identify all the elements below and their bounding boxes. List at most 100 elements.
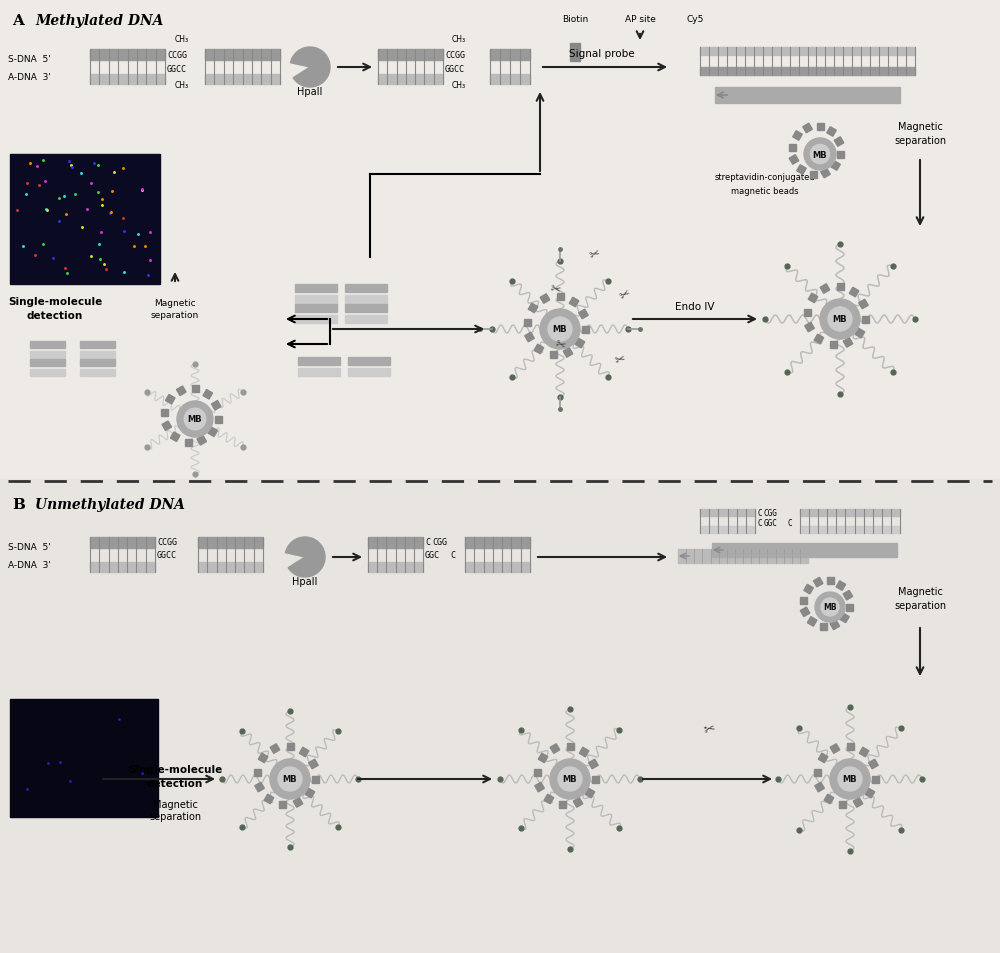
Bar [700, 68, 915, 76]
Bar [862, 316, 869, 323]
Bar [570, 44, 580, 62]
Bar [312, 776, 319, 782]
Bar [378, 50, 443, 60]
Text: ✂: ✂ [548, 282, 562, 297]
Bar [579, 747, 589, 757]
Bar [211, 401, 221, 411]
Bar [465, 537, 530, 548]
Bar [804, 309, 811, 316]
Bar [846, 604, 853, 611]
Bar [264, 795, 274, 804]
Bar [839, 801, 846, 808]
Text: GGC: GGC [425, 551, 440, 559]
Text: separation: separation [151, 311, 199, 319]
Bar [295, 315, 337, 324]
Bar [589, 760, 598, 769]
Bar [198, 562, 263, 573]
Bar [255, 782, 264, 792]
Circle shape [548, 317, 572, 341]
Text: ✂: ✂ [553, 336, 567, 353]
Text: GGCC: GGCC [157, 551, 177, 559]
Bar [803, 124, 812, 133]
Bar [843, 591, 853, 600]
Circle shape [810, 145, 830, 165]
Wedge shape [290, 48, 330, 88]
Text: HpaII: HpaII [292, 577, 318, 586]
Bar [700, 48, 915, 56]
Text: Magnetic: Magnetic [153, 800, 197, 809]
Text: ✂: ✂ [588, 247, 602, 263]
Bar [198, 537, 263, 548]
Text: separation: separation [149, 811, 201, 821]
Bar [368, 562, 423, 573]
Bar [299, 747, 309, 757]
Bar [700, 526, 755, 534]
Text: MB: MB [823, 603, 837, 612]
Text: CH₃: CH₃ [175, 81, 189, 90]
Bar [0, 479, 1000, 953]
Bar [528, 304, 538, 314]
Text: Single-molecule: Single-molecule [128, 764, 222, 774]
Bar [569, 298, 579, 308]
Circle shape [804, 139, 836, 171]
Bar [80, 370, 115, 376]
Bar [800, 510, 900, 517]
Text: MB: MB [563, 775, 577, 783]
Bar [80, 359, 115, 367]
Bar [830, 342, 836, 349]
Bar [524, 319, 531, 326]
Bar [90, 74, 165, 85]
Text: S-DNA  5': S-DNA 5' [8, 543, 51, 552]
Bar [826, 578, 834, 585]
Bar [295, 305, 337, 313]
Circle shape [184, 409, 206, 431]
Bar [80, 341, 115, 349]
Bar [30, 352, 65, 358]
Bar [582, 326, 589, 334]
Text: MB: MB [843, 775, 857, 783]
Bar [10, 700, 158, 817]
Bar [797, 166, 806, 175]
Bar [820, 623, 826, 630]
Text: CGG: CGG [764, 509, 778, 517]
Circle shape [177, 401, 213, 437]
Text: Unmethylated DNA: Unmethylated DNA [35, 497, 185, 512]
Text: A-DNA  3': A-DNA 3' [8, 73, 51, 82]
Bar [293, 798, 303, 807]
Bar [534, 769, 541, 776]
Bar [254, 769, 261, 776]
Bar [712, 543, 897, 558]
Bar [298, 357, 340, 366]
Bar [305, 788, 315, 798]
Text: C: C [425, 537, 430, 546]
Bar [855, 329, 865, 338]
Text: separation: separation [894, 136, 946, 146]
Bar [90, 50, 165, 60]
Bar [309, 760, 318, 769]
Bar [298, 369, 340, 376]
Text: CH₃: CH₃ [175, 35, 189, 44]
Bar [849, 288, 859, 297]
Text: HpaII: HpaII [297, 87, 323, 97]
Bar [30, 370, 65, 376]
Text: GGCC: GGCC [445, 65, 465, 74]
Text: MB: MB [283, 775, 297, 783]
Bar [804, 585, 813, 595]
Bar [678, 550, 808, 563]
Bar [846, 743, 854, 750]
Bar [192, 386, 199, 393]
Bar [869, 760, 878, 769]
Bar [550, 744, 560, 754]
Bar [715, 88, 900, 104]
Bar [525, 333, 534, 342]
Bar [575, 339, 585, 349]
Text: detection: detection [147, 779, 203, 788]
Bar [818, 754, 828, 763]
Bar [815, 782, 824, 792]
Bar [295, 295, 337, 304]
Bar [800, 607, 810, 617]
Text: Single-molecule: Single-molecule [8, 296, 102, 307]
Bar [348, 369, 390, 376]
Bar [836, 581, 846, 591]
Text: CH₃: CH₃ [452, 35, 466, 44]
